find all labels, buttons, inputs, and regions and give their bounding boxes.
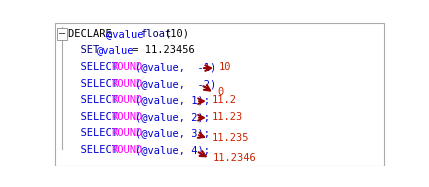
Text: (@value, 4);: (@value, 4); [136, 145, 210, 155]
Text: 0: 0 [217, 87, 223, 97]
FancyBboxPatch shape [55, 23, 384, 166]
Text: (@value,  -1): (@value, -1) [136, 62, 217, 72]
Text: (@value, 1);: (@value, 1); [136, 95, 210, 105]
Text: SELECT: SELECT [68, 62, 124, 72]
Text: 11.2346: 11.2346 [213, 153, 257, 163]
Text: SELECT: SELECT [68, 145, 124, 155]
Text: ROUND: ROUND [111, 112, 142, 122]
Text: (@value,  -2): (@value, -2) [136, 79, 217, 89]
Text: ROUND: ROUND [111, 128, 142, 138]
Text: −: − [58, 29, 66, 39]
Text: DECLARE: DECLARE [68, 29, 118, 39]
Text: SELECT: SELECT [68, 128, 124, 138]
Text: SELECT: SELECT [68, 112, 124, 122]
Text: ROUND: ROUND [111, 95, 142, 105]
Text: ROUND: ROUND [111, 62, 142, 72]
Text: 10: 10 [219, 62, 231, 72]
Text: ROUND: ROUND [111, 145, 142, 155]
Text: (10): (10) [164, 29, 190, 39]
Text: 11.235: 11.235 [211, 133, 249, 143]
Text: 11.2: 11.2 [211, 95, 236, 105]
Text: ROUND: ROUND [111, 79, 142, 89]
Text: = 11.23456: = 11.23456 [126, 45, 194, 56]
Text: SELECT: SELECT [68, 95, 124, 105]
Text: (@value, 3);: (@value, 3); [136, 128, 210, 138]
Text: SET: SET [68, 45, 105, 56]
Text: (@value, 2);: (@value, 2); [136, 112, 210, 122]
Text: float: float [140, 29, 172, 39]
Text: @value: @value [106, 29, 150, 39]
Text: 11.23: 11.23 [211, 112, 243, 122]
Text: @value: @value [97, 45, 134, 56]
Text: SELECT: SELECT [68, 79, 124, 89]
